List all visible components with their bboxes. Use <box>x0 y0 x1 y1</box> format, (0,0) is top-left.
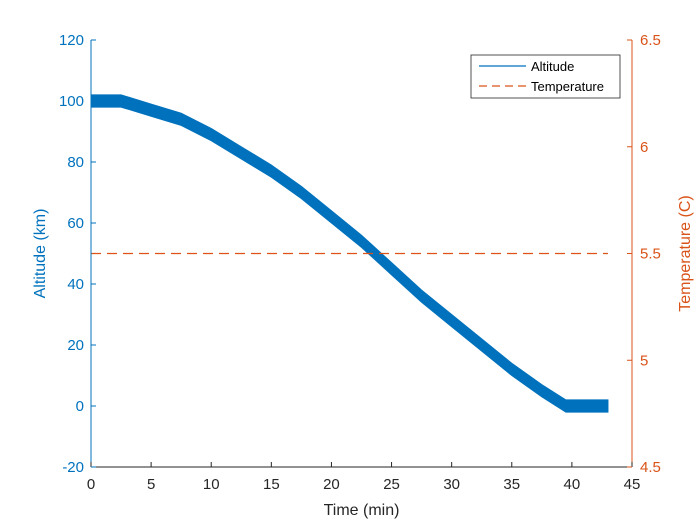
y-left-tick-label: 20 <box>67 337 84 354</box>
plot-area <box>90 94 609 413</box>
x-axis-title: Time (min) <box>324 502 400 519</box>
x-tick-label: 40 <box>564 476 581 493</box>
series-altitude-band <box>90 94 609 413</box>
x-tick-label: 25 <box>383 476 400 493</box>
axes: 0 5 10 15 20 25 30 35 40 45-200204060801001204.55… <box>59 32 661 493</box>
y-right-tick-label: 5.5 <box>640 246 661 263</box>
x-tick-label: 30 <box>443 476 460 493</box>
y-right-tick-label: 6 <box>640 139 648 156</box>
x-tick-label: 20 <box>323 476 340 493</box>
y-left-tick-label: 100 <box>59 93 84 110</box>
series-altitude-line <box>91 100 608 407</box>
y-right-tick-label: 5 <box>640 352 648 369</box>
y-left-tick-label: 0 <box>76 398 84 415</box>
y-left-tick-label: -20 <box>62 459 84 476</box>
y-left-tick-label: 80 <box>67 154 84 171</box>
legend-entry-temperature: Temperature <box>531 79 604 94</box>
y-left-tick-label: 60 <box>67 215 84 232</box>
x-tick-label: 0 <box>87 476 95 493</box>
y-right-tick-label: 4.5 <box>640 459 661 476</box>
labels: Time (min) Altitude (km) Temperature (C) <box>32 195 694 519</box>
x-tick-label: 5 <box>147 476 155 493</box>
y-right-tick-label: 6.5 <box>640 32 661 49</box>
y-axis-left-title: Altitude (km) <box>32 209 49 299</box>
y-left-tick-label: 120 <box>59 32 84 49</box>
legend: Altitude Temperature <box>470 54 621 99</box>
x-tick-label: 45 <box>624 476 641 493</box>
legend-box <box>470 54 621 99</box>
y-axis-right-title: Temperature (C) <box>677 195 694 311</box>
legend-entry-altitude: Altitude <box>531 59 574 74</box>
x-tick-label: 10 <box>203 476 220 493</box>
y-left-tick-label: 40 <box>67 276 84 293</box>
x-tick-label: 15 <box>263 476 280 493</box>
x-tick-label: 35 <box>503 476 520 493</box>
